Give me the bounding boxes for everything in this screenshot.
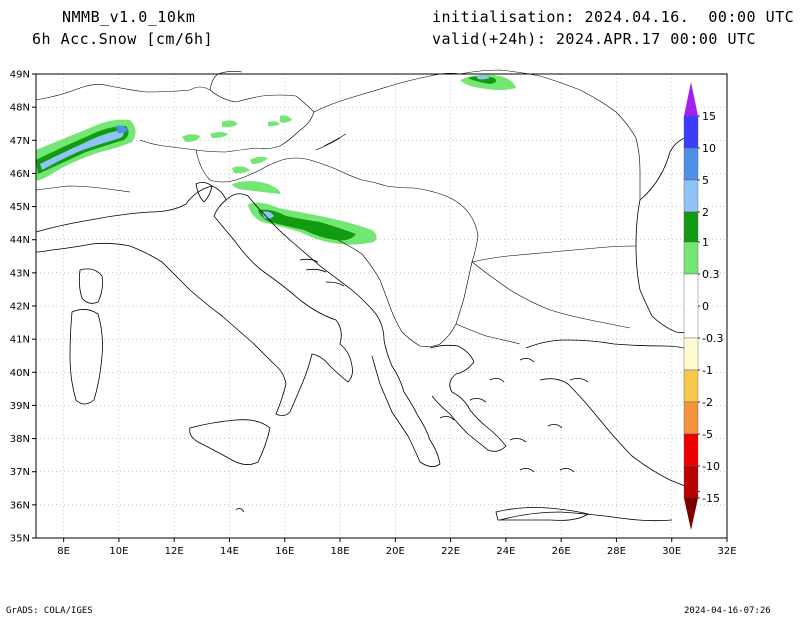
lat-label: 37N: [10, 467, 30, 478]
lat-label: 43N: [10, 268, 30, 279]
colorbar-segment: [683, 273, 699, 339]
map-gridlines: [36, 74, 728, 538]
lat-label: 44N: [10, 235, 30, 246]
snow-area-patch: [232, 166, 250, 174]
colorbar-label: 10: [702, 142, 716, 155]
coast-sardinia: [69, 309, 103, 405]
valid-time: valid(+24h): 2024.APR.17 00:00 UTC: [432, 30, 757, 48]
colorbar-label: 0: [702, 300, 709, 313]
colorbar-label: 1: [702, 236, 709, 249]
colorbar-label: -5: [702, 428, 713, 441]
colorbar-label: 0.3: [702, 268, 720, 281]
snow-area-patch: [280, 115, 292, 123]
map-frame: [35, 73, 728, 539]
snow-area-dinaric-core: [258, 209, 356, 241]
coast-balkans: [225, 193, 441, 467]
colorbar-label: -1: [702, 364, 713, 377]
coast-italy: [35, 185, 353, 416]
lat-label: 40N: [10, 368, 30, 379]
colorbar-segment: [683, 211, 699, 243]
lon-label: 28E: [607, 546, 626, 557]
footer-timestamp: 2024-04-16-07:26: [684, 606, 771, 616]
snow-area-patch: [250, 156, 268, 164]
colorbar-label: -0.3: [702, 332, 723, 345]
lon-label: 32E: [717, 546, 736, 557]
coast-istria: [195, 182, 213, 203]
snow-area-dinaric-heavy: [262, 211, 274, 219]
lat-label: 38N: [10, 434, 30, 445]
lat-label: 35N: [10, 534, 30, 545]
colorbar-label: 5: [702, 174, 709, 187]
longitude-labels: 8E 10E 12E 14E 16E 18E 20E 22E 24E 26E 28E 30E 32E: [57, 538, 737, 557]
colorbar: 15 10 5 2 1 0.3 0 -0.3 -1 -2 -5 -10 -15: [683, 82, 723, 530]
coast-black-sea: [635, 135, 697, 334]
coast-greece: [429, 344, 507, 452]
coast-sicily: [189, 419, 271, 465]
colorbar-label: 15: [702, 110, 716, 123]
country-borders: [35, 69, 641, 347]
colorbar-bottom-arrow: [684, 498, 698, 530]
lon-label: 14E: [220, 546, 239, 557]
lat-label: 39N: [10, 401, 30, 412]
colorbar-label: -15: [702, 492, 720, 505]
colorbar-segment: [683, 369, 699, 403]
snow-area-patch: [222, 120, 238, 128]
lon-label: 12E: [165, 546, 184, 557]
lat-label: 36N: [10, 500, 30, 511]
colorbar-segment: [683, 337, 699, 371]
lon-label: 8E: [57, 546, 70, 557]
colorbar-label: -10: [702, 460, 720, 473]
latitude-labels: 49N 48N 47N 46N 45N 44N 43N 42N 41N 40N 39N 38N 37N 3…: [10, 70, 36, 545]
colorbar-segment: [683, 241, 699, 275]
snow-area-patch: [268, 121, 280, 127]
snow-areas: [36, 74, 516, 245]
field-title: 6h Acc.Snow [cm/6h]: [32, 30, 214, 48]
coast-crete: [495, 507, 589, 521]
colorbar-segment: [683, 179, 699, 213]
coastlines: [35, 135, 701, 522]
model-title: NMMB_v1.0_10km: [62, 8, 196, 26]
colorbar-label: -2: [702, 396, 713, 409]
snow-area-carpathians-heavy: [476, 75, 490, 80]
lon-label: 22E: [441, 546, 460, 557]
snow-area-patch: [232, 181, 281, 194]
lon-label: 10E: [109, 546, 128, 557]
colorbar-segment: [683, 433, 699, 467]
colorbar-segment: [683, 115, 699, 149]
lat-label: 42N: [10, 302, 30, 313]
lon-label: 24E: [496, 546, 515, 557]
colorbar-segment: [683, 465, 699, 499]
coast-turkey: [499, 339, 701, 522]
colorbar-top-arrow: [684, 82, 698, 116]
snow-area-alps-peak: [116, 125, 128, 134]
lat-label: 49N: [10, 70, 30, 81]
lon-label: 30E: [662, 546, 681, 557]
lon-label: 18E: [331, 546, 350, 557]
colorbar-label: 2: [702, 206, 709, 219]
snow-area-patch: [182, 134, 200, 142]
snow-area-patch: [210, 132, 228, 138]
lat-label: 47N: [10, 136, 30, 147]
lat-label: 41N: [10, 335, 30, 346]
lon-label: 20E: [386, 546, 405, 557]
lat-label: 45N: [10, 202, 30, 213]
lat-label: 46N: [10, 169, 30, 180]
coast-islands: [235, 258, 589, 513]
colorbar-segment: [683, 147, 699, 181]
lon-label: 26E: [552, 546, 571, 557]
lon-label: 16E: [275, 546, 294, 557]
snow-area-alps-heavy: [40, 130, 124, 170]
lat-label: 48N: [10, 103, 30, 114]
init-time: initialisation: 2024.04.16. 00:00 UTC: [432, 8, 795, 26]
colorbar-segment: [683, 401, 699, 435]
footer-software: GrADS: COLA/IGES: [6, 606, 93, 616]
coast-corsica: [78, 268, 103, 304]
